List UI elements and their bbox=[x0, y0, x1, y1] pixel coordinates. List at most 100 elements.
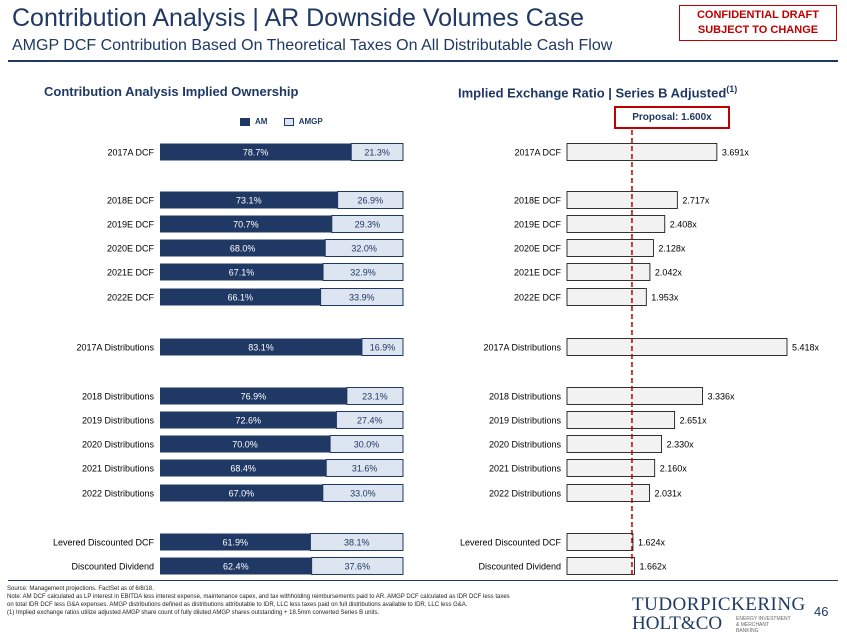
am-value-label-2019-distributions: 72.6% bbox=[235, 415, 261, 425]
charts-canvas: 2017A DCF 78.7% 21.3% 2018E DCF 73.1% 26.9% 20… bbox=[53, 130, 820, 576]
ratio-bar-2019-distributions bbox=[566, 411, 676, 429]
ratio-value-label-2020e-dcf: 2.128x bbox=[658, 243, 686, 253]
amgp-bar-2017a-dcf bbox=[350, 143, 404, 161]
right-category-label-2020-distributions: 2020 Distributions bbox=[489, 439, 562, 449]
am-bar-2019e-dcf bbox=[160, 215, 332, 233]
am-bar-2019-distributions bbox=[160, 411, 337, 429]
amgp-bar-levered-discounted-dcf bbox=[309, 533, 404, 551]
right-category-label-2018e-dcf: 2018E DCF bbox=[514, 195, 562, 205]
right-category-label-2021e-dcf: 2021E DCF bbox=[514, 267, 562, 277]
ratio-value-label-2021-distributions: 2.160x bbox=[660, 463, 688, 473]
note-line-3: (1) Implied exchange ratios utilize adju… bbox=[7, 610, 380, 616]
proposal-box: Proposal: 1.600x bbox=[614, 106, 730, 129]
right-category-label-2021-distributions: 2021 Distributions bbox=[489, 463, 562, 473]
amgp-bar-2019e-dcf bbox=[331, 215, 404, 233]
amgp-value-label-2018-distributions: 23.1% bbox=[362, 391, 388, 401]
right-category-label-2022-distributions: 2022 Distributions bbox=[489, 488, 562, 498]
am-bar-2020e-dcf bbox=[160, 239, 326, 257]
confidential-badge: CONFIDENTIAL DRAFT SUBJECT TO CHANGE bbox=[679, 5, 837, 41]
am-bar-2017a-dcf bbox=[160, 143, 352, 161]
left-category-label-2022e-dcf: 2022E DCF bbox=[107, 292, 155, 302]
right-chart-title-footnote: (1) bbox=[726, 84, 738, 94]
amgp-bar-2021-distributions bbox=[325, 459, 404, 477]
ratio-bar-2020e-dcf bbox=[566, 239, 654, 257]
amgp-bar-2020-distributions bbox=[329, 435, 404, 453]
logo-line-2: HOLT&CO bbox=[632, 613, 723, 634]
legend-swatch-amgp bbox=[283, 117, 294, 126]
ratio-bar-2020-distributions bbox=[566, 435, 663, 453]
ratio-value-label-2017a-dcf: 3.691x bbox=[722, 147, 750, 157]
right-category-label-2018-distributions: 2018 Distributions bbox=[489, 391, 562, 401]
amgp-bar-2018-distributions bbox=[346, 387, 404, 405]
logo-line-1: TUDORPICKERING bbox=[632, 594, 806, 615]
am-bar-2020-distributions bbox=[160, 435, 331, 453]
ratio-bar-2021e-dcf bbox=[566, 263, 651, 281]
amgp-value-label-2018e-dcf: 26.9% bbox=[358, 195, 384, 205]
right-chart-title: Implied Exchange Ratio | Series B Adjust… bbox=[458, 85, 727, 101]
left-category-label-discounted-dividend: Discounted Dividend bbox=[71, 561, 154, 571]
right-chart-title-wrap: Implied Exchange Ratio | Series B Adjust… bbox=[458, 84, 737, 100]
amgp-bar-2022-distributions bbox=[322, 484, 404, 502]
left-chart-title: Contribution Analysis Implied Ownership bbox=[44, 84, 299, 99]
right-category-label-2017a-dcf: 2017A DCF bbox=[514, 147, 561, 157]
amgp-value-label-2021-distributions: 31.6% bbox=[352, 463, 378, 473]
right-category-label-discounted-dividend: Discounted Dividend bbox=[478, 561, 561, 571]
am-value-label-2021e-dcf: 67.1% bbox=[229, 267, 255, 277]
left-category-label-2018-distributions: 2018 Distributions bbox=[82, 391, 155, 401]
am-value-label-2022e-dcf: 66.1% bbox=[228, 292, 254, 302]
ratio-value-label-2021e-dcf: 2.042x bbox=[655, 267, 683, 277]
am-value-label-2020e-dcf: 68.0% bbox=[230, 243, 256, 253]
note-line-1: Note: AM DCF calculated as LP interest i… bbox=[7, 594, 510, 600]
right-category-label-2017a-distributions: 2017A Distributions bbox=[483, 342, 561, 352]
left-category-label-2020-distributions: 2020 Distributions bbox=[82, 439, 155, 449]
logo-tagline: ENERGY INVESTMENT & MERCHANT BANKING bbox=[736, 616, 791, 634]
amgp-value-label-2021e-dcf: 32.9% bbox=[350, 267, 376, 277]
left-category-label-2019-distributions: 2019 Distributions bbox=[82, 415, 155, 425]
confidential-line-2: SUBJECT TO CHANGE bbox=[697, 24, 819, 36]
ratio-value-label-2019-distributions: 2.651x bbox=[680, 415, 708, 425]
source-note: Source: Management projections. FactSet … bbox=[7, 586, 154, 592]
page-title: Contribution Analysis | AR Downside Volu… bbox=[12, 4, 585, 32]
ratio-bar-2017a-dcf bbox=[566, 143, 718, 161]
left-category-label-2017a-distributions: 2017A Distributions bbox=[76, 342, 154, 352]
ratio-bar-2017a-distributions bbox=[566, 338, 788, 356]
left-category-label-levered-discounted-dcf: Levered Discounted DCF bbox=[53, 537, 155, 547]
ratio-value-label-2018e-dcf: 2.717x bbox=[682, 195, 710, 205]
note-line-2: on total IDR DCF less G&A expenses. AMGP… bbox=[7, 602, 468, 608]
legend-swatch-am bbox=[240, 117, 250, 126]
ratio-value-label-2020-distributions: 2.330x bbox=[667, 439, 695, 449]
am-bar-2017a-distributions bbox=[160, 338, 362, 356]
am-bar-discounted-dividend bbox=[160, 557, 312, 575]
ratio-bar-2022e-dcf bbox=[566, 288, 647, 306]
ratio-value-label-levered-discounted-dcf: 1.624x bbox=[638, 537, 666, 547]
amgp-value-label-2022e-dcf: 33.9% bbox=[349, 292, 375, 302]
amgp-bar-2019-distributions bbox=[335, 411, 404, 429]
am-value-label-2022-distributions: 67.0% bbox=[229, 488, 255, 498]
amgp-bar-2017a-distributions bbox=[361, 338, 404, 356]
ratio-bar-2018e-dcf bbox=[566, 191, 678, 209]
am-bar-2021e-dcf bbox=[160, 263, 324, 281]
ratio-bar-discounted-dividend bbox=[566, 557, 635, 575]
am-value-label-2019e-dcf: 70.7% bbox=[233, 219, 259, 229]
legend-label-am: AM bbox=[255, 117, 268, 127]
chart-legend: AM AMGP bbox=[240, 117, 337, 126]
amgp-value-label-2019-distributions: 27.4% bbox=[357, 415, 383, 425]
amgp-value-label-2017a-distributions: 16.9% bbox=[370, 342, 396, 352]
footnotes: Source: Management projections. FactSet … bbox=[7, 585, 607, 617]
ratio-bar-2019e-dcf bbox=[566, 215, 666, 233]
am-value-label-2017a-distributions: 83.1% bbox=[248, 342, 274, 352]
amgp-value-label-2020-distributions: 30.0% bbox=[354, 439, 380, 449]
am-bar-levered-discounted-dcf bbox=[160, 533, 311, 551]
am-bar-2018e-dcf bbox=[160, 191, 338, 209]
ratio-value-label-2019e-dcf: 2.408x bbox=[670, 219, 698, 229]
amgp-value-label-2017a-dcf: 21.3% bbox=[364, 147, 390, 157]
am-bar-2022-distributions bbox=[160, 484, 323, 502]
amgp-bar-2021e-dcf bbox=[322, 263, 404, 281]
legend-label-amgp: AMGP bbox=[298, 117, 323, 127]
page-subtitle: AMGP DCF Contribution Based On Theoretic… bbox=[12, 37, 613, 54]
right-category-label-2020e-dcf: 2020E DCF bbox=[514, 243, 562, 253]
company-logo: TUDORPICKERING HOLT&CO ENERGY INVESTMENT… bbox=[632, 594, 806, 634]
am-value-label-2017a-dcf: 78.7% bbox=[243, 147, 269, 157]
amgp-value-label-discounted-dividend: 37.6% bbox=[345, 561, 371, 571]
amgp-value-label-levered-discounted-dcf: 38.1% bbox=[344, 537, 370, 547]
